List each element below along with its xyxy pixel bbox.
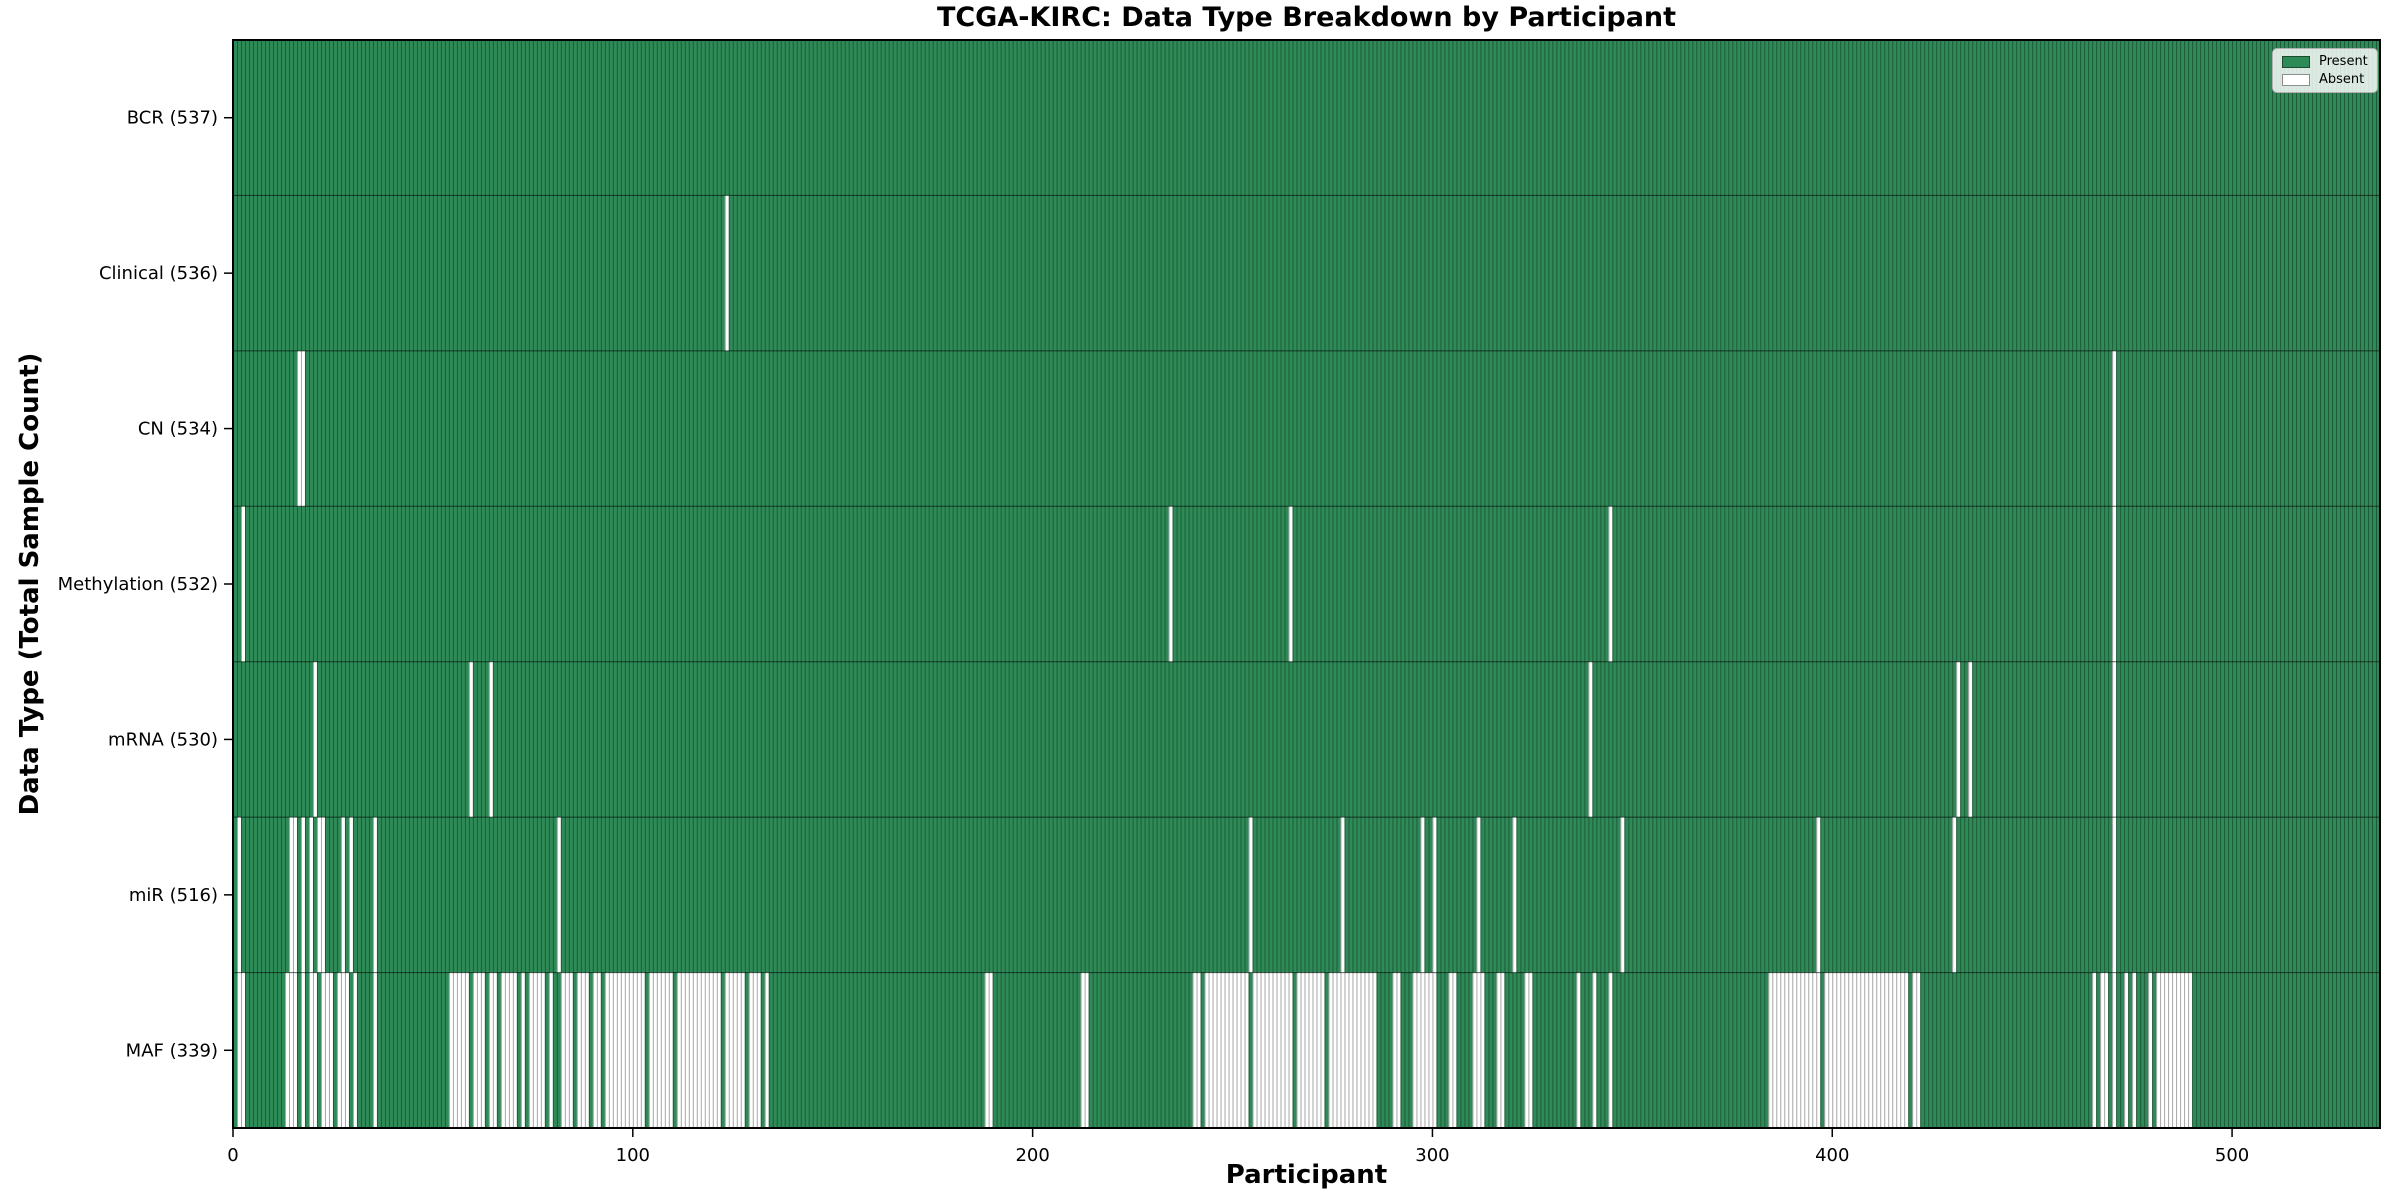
- legend-item-absent: Absent: [2282, 73, 2368, 86]
- y-tick-label: Clinical (536): [99, 263, 218, 284]
- legend-swatch-present: [2282, 55, 2310, 68]
- y-axis-label: Data Type (Total Sample Count): [15, 352, 45, 816]
- legend: Present Absent: [2272, 48, 2378, 93]
- y-tick-label: miR (516): [129, 885, 218, 906]
- legend-label-absent: Absent: [2319, 72, 2365, 87]
- y-tick-label: Methylation (532): [58, 574, 218, 595]
- x-axis-label: Participant: [1225, 1160, 1388, 1190]
- y-tick-label: BCR (537): [127, 108, 218, 129]
- x-tick-label: 400: [1815, 1145, 1849, 1166]
- x-tick-label: 200: [1015, 1145, 1049, 1166]
- x-tick-label: 0: [227, 1145, 238, 1166]
- x-tick-label: 100: [616, 1145, 650, 1166]
- legend-item-present: Present: [2282, 55, 2368, 68]
- x-tick-label: 300: [1415, 1145, 1449, 1166]
- figure-title: TCGA-KIRC: Data Type Breakdown by Partic…: [936, 2, 1677, 33]
- y-tick-label: MAF (339): [126, 1040, 218, 1061]
- bar-edges-overlay: [233, 40, 2380, 1128]
- x-tick-label: 500: [2215, 1145, 2249, 1166]
- legend-label-present: Present: [2319, 54, 2368, 69]
- y-tick-label: CN (534): [138, 419, 218, 440]
- y-tick-label: mRNA (530): [108, 729, 218, 750]
- legend-swatch-absent: [2282, 73, 2310, 86]
